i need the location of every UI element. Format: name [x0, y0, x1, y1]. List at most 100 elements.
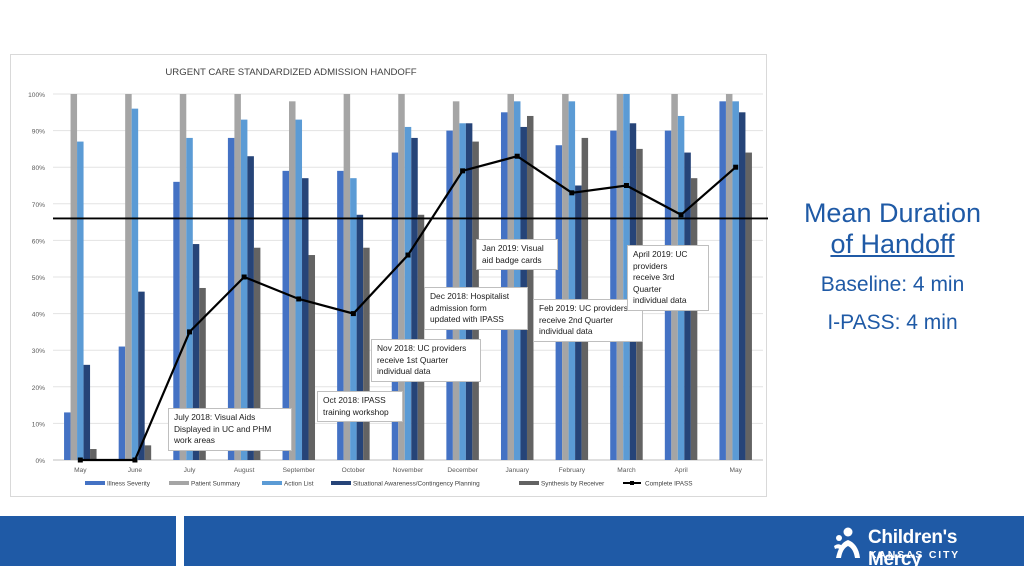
complete-ipass-marker [77, 457, 83, 463]
logo-city: KANSAS CITY [869, 549, 960, 561]
bar [199, 287, 206, 460]
x-tick-label: March [617, 467, 636, 474]
bar [247, 156, 254, 460]
y-tick-label: 50% [32, 275, 45, 282]
bar [725, 94, 733, 460]
chart-title: URGENT CARE STANDARDIZED ADMISSION HANDO… [165, 67, 416, 78]
bar [350, 178, 357, 460]
bar [308, 255, 316, 460]
bar [363, 247, 370, 460]
bar [240, 119, 248, 461]
bar [411, 137, 418, 461]
legend-label: Patient Summary [191, 481, 241, 488]
bar [616, 94, 624, 460]
annotation-apr2019: April 2019: UC providers receive 3rd Qua… [627, 245, 709, 311]
annotation-dec2018: Dec 2018: Hospitalist admission form upd… [424, 287, 528, 330]
duration-heading-underlined: of Handoff [830, 229, 955, 259]
complete-ipass-marker [733, 164, 739, 170]
legend-label: Action List [284, 481, 314, 488]
complete-ipass-marker [514, 153, 520, 159]
bar [732, 101, 739, 460]
x-tick-label: January [505, 467, 529, 474]
bar [562, 94, 569, 460]
bar [118, 346, 126, 460]
y-tick-label: 60% [32, 238, 45, 245]
bar [738, 112, 746, 461]
children-figure-icon [834, 527, 860, 558]
bar [623, 94, 630, 460]
x-tick-label: November [393, 467, 424, 474]
complete-ipass-marker [132, 457, 138, 463]
y-tick-label: 70% [32, 202, 45, 209]
bar [610, 130, 617, 460]
chart-panel: URGENT CARE STANDARDIZED ADMISSION HANDO… [10, 54, 768, 497]
bar [90, 449, 97, 460]
x-tick-label: December [447, 467, 478, 474]
y-tick-label: 90% [32, 129, 45, 136]
bar [337, 170, 344, 461]
annotation-jan2019: Jan 2019: Visual aid badge cards [476, 239, 558, 270]
bar [295, 119, 303, 461]
bar [568, 101, 576, 460]
bar [125, 94, 132, 460]
legend-swatch [331, 481, 351, 485]
legend-swatch [262, 481, 282, 485]
bar [138, 291, 145, 460]
bar [513, 101, 521, 460]
bar [391, 152, 399, 460]
legend-label: Complete IPASS [645, 481, 692, 488]
bar [70, 94, 78, 460]
bar [289, 101, 296, 460]
duration-heading: Mean Duration [803, 198, 982, 228]
x-tick-label: April [674, 467, 688, 474]
ipass-stat: I-PASS: 4 min [827, 311, 958, 334]
bar [83, 364, 91, 460]
bar [179, 94, 187, 460]
x-tick-label: September [283, 467, 316, 474]
bar [192, 244, 200, 460]
bar [131, 108, 139, 460]
bar [404, 126, 412, 460]
logo-name: Children's Mercy [868, 527, 958, 570]
baseline-stat: Baseline: 4 min [820, 273, 965, 296]
footer-bar-left [0, 516, 176, 566]
annotation-feb2019: Feb 2019: UC providers receive 2nd Quart… [533, 299, 643, 342]
bar [356, 214, 364, 460]
legend-swatch [169, 481, 189, 485]
bar [227, 137, 235, 461]
legend-swatch [519, 481, 539, 485]
bar [745, 152, 752, 460]
bar [253, 247, 261, 460]
bar [173, 181, 180, 460]
complete-ipass-marker [623, 183, 629, 188]
bar [234, 94, 241, 460]
y-tick-label: 40% [32, 312, 45, 319]
annotation-nov2018: Nov 2018: UC providers receive 1st Quart… [371, 339, 481, 382]
x-tick-label: February [559, 467, 586, 474]
bar [77, 141, 84, 460]
complete-ipass-marker [350, 311, 356, 317]
bar [581, 137, 589, 461]
complete-ipass-marker [460, 168, 466, 174]
complete-ipass-marker [187, 329, 193, 335]
x-tick-label: July [184, 467, 196, 474]
y-tick-label: 100% [28, 92, 45, 99]
bar [343, 94, 351, 460]
y-tick-label: 0% [35, 458, 45, 465]
bar [186, 137, 193, 461]
bar [719, 101, 726, 460]
side-panel: Mean Duration of Handoff Baseline: 4 min… [775, 198, 1010, 336]
legend-swatch [85, 481, 105, 485]
complete-ipass-marker [241, 274, 247, 280]
bar [144, 445, 152, 460]
x-tick-label: June [128, 467, 143, 474]
complete-ipass-marker [678, 212, 684, 218]
footer-bar-right [184, 516, 1024, 566]
x-tick-label: October [342, 467, 366, 474]
y-tick-label: 30% [32, 348, 45, 355]
complete-ipass-marker [569, 190, 575, 196]
y-tick-label: 20% [32, 385, 45, 392]
complete-ipass-marker [296, 296, 302, 302]
legend-label: Illness Severity [107, 481, 151, 488]
bar [398, 94, 405, 460]
